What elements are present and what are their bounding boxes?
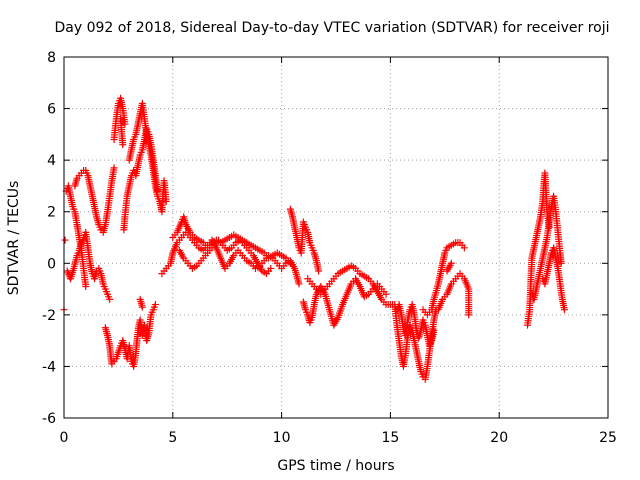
y-axis-tick-labels: -6 -4 -2 0 2 4 6 8 [42,50,56,427]
y-axis-label: SDTVAR / TECUs [6,181,22,296]
x-tick-label: 0 [60,430,69,446]
data-point [382,290,390,298]
y-tick-label: 2 [47,205,56,221]
x-tick-label: 5 [168,430,177,446]
axis-ticks [63,56,609,419]
x-tick-label: 25 [599,430,617,446]
data-point [447,259,455,267]
x-tick-label: 20 [490,430,508,446]
y-tick-label: 6 [47,102,56,118]
data-point [557,259,565,267]
data-point [61,236,69,244]
data-point [106,295,114,303]
data-series-sdtvar [60,94,568,383]
y-tick-label: -2 [42,308,56,324]
chart-title: Day 092 of 2018, Sidereal Day-to-day VTE… [54,20,609,36]
grid [64,57,608,418]
x-axis-label: GPS time / hours [277,458,394,474]
data-point [138,303,146,311]
x-axis-tick-labels: 0 5 10 15 20 25 [60,430,617,446]
data-point [151,301,159,309]
y-tick-label: 8 [47,50,56,66]
x-tick-label: 10 [273,430,291,446]
data-point [110,164,118,172]
y-tick-label: -6 [42,411,56,427]
data-point [295,280,303,288]
y-tick-label: -4 [42,359,56,375]
plot-frame [63,56,609,419]
data-point [267,264,275,272]
data-point [430,326,438,334]
y-tick-label: 4 [47,153,56,169]
data-point [465,311,473,319]
data-point [162,197,170,205]
data-point [82,282,90,290]
data-point [286,259,294,267]
x-tick-label: 15 [381,430,399,446]
data-point [560,306,568,314]
data-point [119,141,127,149]
data-point [460,244,468,252]
data-point [315,267,323,275]
y-tick-label: 0 [47,256,56,272]
